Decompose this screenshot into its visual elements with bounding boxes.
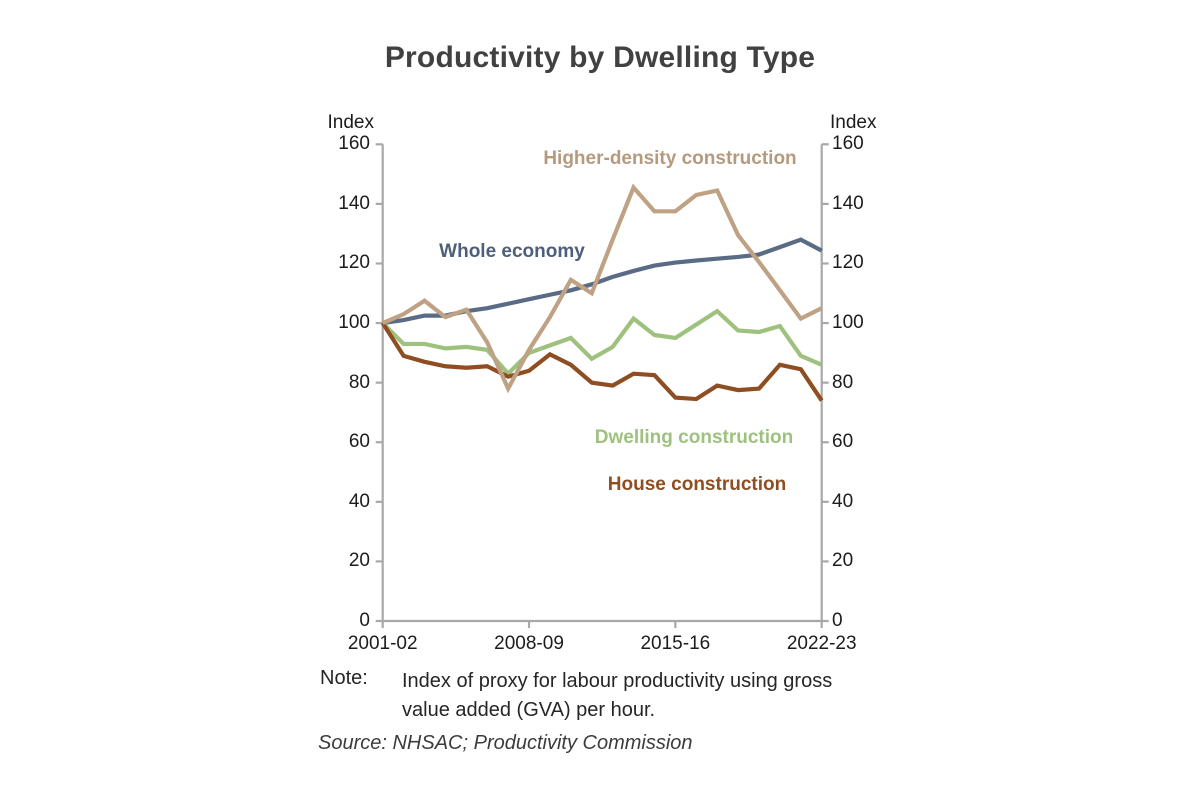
series-label-whole-economy: Whole economy — [439, 241, 585, 262]
y-tick-label-right: 80 — [832, 371, 854, 393]
series-line-higher-density-construction — [381, 183, 823, 394]
x-tick-label: 2022-23 — [786, 633, 857, 654]
y-tick-label-left: 160 — [338, 133, 370, 155]
y-axis-unit-right: Index — [830, 112, 877, 133]
y-tick-label-left: 20 — [348, 550, 370, 572]
series-label-house-construction: House construction — [607, 474, 787, 495]
y-tick-label-left: 0 — [359, 610, 370, 631]
series-line-house-construction — [380, 321, 824, 402]
y-tick-label-right: 0 — [832, 610, 843, 631]
series-line-dwelling-construction — [381, 308, 823, 377]
y-tick-label-left: 120 — [338, 252, 370, 274]
y-tick-label-right: 60 — [832, 431, 854, 453]
y-axis-unit-left: Index — [327, 112, 374, 133]
note-label: Note: — [320, 667, 368, 689]
note-text: Index of proxy for labour productivity u… — [402, 670, 833, 721]
x-tick-label: 2008-09 — [494, 633, 564, 654]
y-tick-label-left: 60 — [348, 431, 370, 453]
chart-title: Productivity by Dwelling Type — [384, 41, 816, 74]
series-label-dwelling-construction: Dwelling construction — [594, 427, 794, 448]
x-tick-label: 2015-16 — [640, 633, 711, 654]
y-tick-label-right: 40 — [832, 490, 854, 512]
y-tick-label-right: 140 — [832, 192, 864, 214]
y-tick-label-right: 120 — [832, 252, 864, 274]
y-tick-label-right: 20 — [832, 550, 854, 572]
x-tick-label: 2001-02 — [347, 633, 418, 654]
y-tick-label-left: 40 — [348, 490, 370, 512]
y-tick-label-right: 100 — [832, 312, 864, 334]
y-tick-label-right: 160 — [832, 133, 864, 155]
y-tick-label-left: 140 — [338, 192, 370, 214]
y-tick-label-left: 80 — [348, 371, 370, 393]
series-label-higher-density: Higher-density construction — [543, 148, 797, 169]
y-tick-label-left: 100 — [338, 312, 370, 334]
source-text: Source: NHSAC; Productivity Commission — [318, 732, 693, 754]
